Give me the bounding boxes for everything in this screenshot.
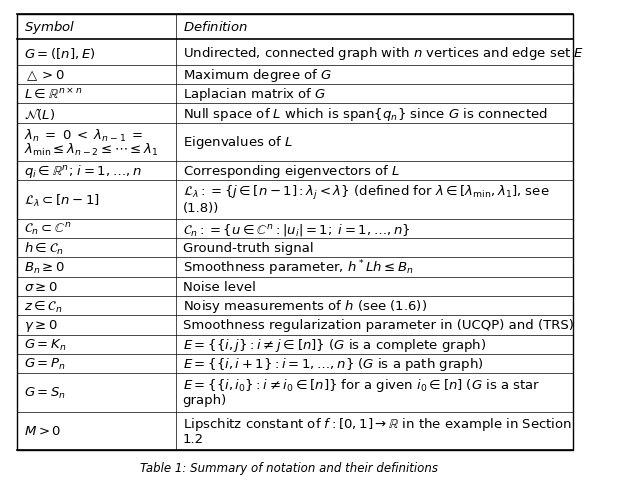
- Text: $\it{Symbol}$: $\it{Symbol}$: [24, 19, 76, 36]
- Text: Table 1: Summary of notation and their definitions: Table 1: Summary of notation and their d…: [140, 461, 438, 473]
- Text: $q_i \in \mathbb{R}^n$; $i = 1, \ldots, n$: $q_i \in \mathbb{R}^n$; $i = 1, \ldots, …: [24, 163, 142, 180]
- Text: $G = S_n$: $G = S_n$: [24, 385, 67, 400]
- Text: $G = P_n$: $G = P_n$: [24, 356, 66, 371]
- Text: Null space of $L$ which is span$\{q_n\}$ since $G$ is connected: Null space of $L$ which is span$\{q_n\}$…: [182, 106, 547, 122]
- Text: Noisy measurements of $h$ (see (1.6)): Noisy measurements of $h$ (see (1.6)): [182, 298, 427, 315]
- Text: Smoothness parameter, $h^* L h \leq B_n$: Smoothness parameter, $h^* L h \leq B_n$: [182, 258, 413, 277]
- Text: $\lambda_n \;=\; 0 \;<\; \lambda_{n-1} \;=$: $\lambda_n \;=\; 0 \;<\; \lambda_{n-1} \…: [24, 127, 143, 143]
- Text: $\it{Definition}$: $\it{Definition}$: [182, 20, 248, 34]
- Text: Maximum degree of $G$: Maximum degree of $G$: [182, 67, 332, 84]
- Text: Laplacian matrix of $G$: Laplacian matrix of $G$: [182, 86, 326, 103]
- Text: Corresponding eigenvectors of $L$: Corresponding eigenvectors of $L$: [182, 163, 399, 180]
- Text: $E = \{\{i, i+1\} : i = 1, \ldots, n\}$ ($G$ is a path graph): $E = \{\{i, i+1\} : i = 1, \ldots, n\}$ …: [182, 355, 483, 372]
- Text: $M > 0$: $M > 0$: [24, 424, 61, 438]
- Text: $h \in \mathcal{C}_n$: $h \in \mathcal{C}_n$: [24, 240, 64, 257]
- Text: $\sigma \geq 0$: $\sigma \geq 0$: [24, 280, 58, 293]
- Text: $\mathcal{C}_n \subset \mathbb{C}^n$: $\mathcal{C}_n \subset \mathbb{C}^n$: [24, 221, 72, 237]
- Text: 1.2: 1.2: [182, 432, 204, 445]
- Text: $\lambda_{\min} \leq \lambda_{n-2} \leq \cdots \leq \lambda_1$: $\lambda_{\min} \leq \lambda_{n-2} \leq …: [24, 142, 159, 158]
- Text: $\triangle > 0$: $\triangle > 0$: [24, 68, 65, 83]
- Text: Ground-truth signal: Ground-truth signal: [182, 242, 313, 255]
- Text: $z \in \mathcal{C}_n$: $z \in \mathcal{C}_n$: [24, 298, 63, 314]
- Text: $\mathcal{L}_\lambda := \{j \in [n-1] : \lambda_j < \lambda\}$ (defined for $\la: $\mathcal{L}_\lambda := \{j \in [n-1] : …: [182, 184, 549, 202]
- Text: Smoothness regularization parameter in (UCQP) and (TRS): Smoothness regularization parameter in (…: [182, 319, 573, 332]
- Text: $G = ([n], E)$: $G = ([n], E)$: [24, 45, 96, 60]
- Text: $\mathcal{N}(L)$: $\mathcal{N}(L)$: [24, 106, 56, 122]
- Text: $E = \{\{i,j\} : i \neq j \in [n]\}$ ($G$ is a complete graph): $E = \{\{i,j\} : i \neq j \in [n]\}$ ($G…: [182, 336, 486, 353]
- Text: Lipschitz constant of $f : [0,1] \to \mathbb{R}$ in the example in Section: Lipschitz constant of $f : [0,1] \to \ma…: [182, 415, 572, 432]
- Text: Undirected, connected graph with $n$ vertices and edge set $E$: Undirected, connected graph with $n$ ver…: [182, 45, 584, 61]
- Text: $B_n \geq 0$: $B_n \geq 0$: [24, 260, 65, 275]
- Text: $L \in \mathbb{R}^{n \times n}$: $L \in \mathbb{R}^{n \times n}$: [24, 87, 83, 102]
- Text: Eigenvalues of $L$: Eigenvalues of $L$: [182, 134, 292, 151]
- Text: $G = K_n$: $G = K_n$: [24, 337, 67, 352]
- Text: $\gamma \geq 0$: $\gamma \geq 0$: [24, 317, 58, 333]
- Text: $\mathcal{L}_\lambda \subset [n-1]$: $\mathcal{L}_\lambda \subset [n-1]$: [24, 192, 100, 208]
- Text: (1.8)): (1.8)): [182, 201, 219, 214]
- Text: Noise level: Noise level: [182, 280, 255, 293]
- FancyBboxPatch shape: [17, 15, 573, 450]
- Text: graph): graph): [182, 393, 227, 406]
- Text: $\mathcal{C}_n := \{u \in \mathbb{C}^n : |u_i| = 1;\; i = 1, \ldots, n\}$: $\mathcal{C}_n := \{u \in \mathbb{C}^n :…: [182, 221, 410, 237]
- Text: $E = \{\{i, i_0\} : i \neq i_0 \in [n]\}$ for a given $i_0 \in [n]$ ($G$ is a st: $E = \{\{i, i_0\} : i \neq i_0 \in [n]\}…: [182, 377, 540, 393]
